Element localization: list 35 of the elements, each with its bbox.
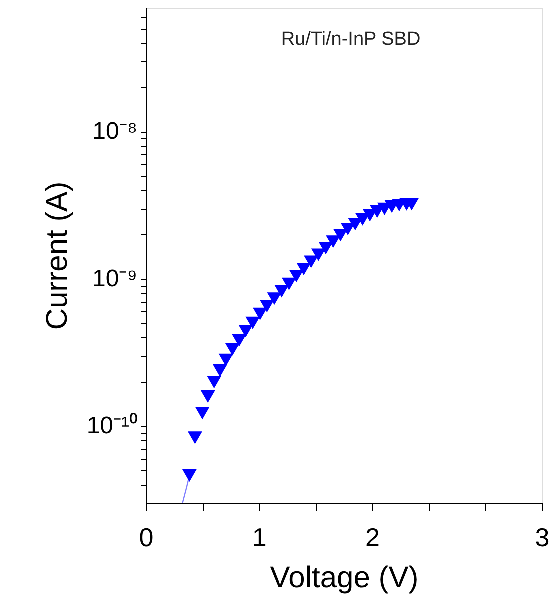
point (282, 278, 296, 290)
x-axis-title: Voltage (V) (270, 562, 419, 594)
point (195, 407, 210, 420)
point (340, 222, 356, 236)
x-tick-label: 1 (252, 522, 267, 552)
point (225, 343, 240, 356)
x-tick-label: 2 (366, 522, 380, 552)
point (212, 364, 228, 378)
point (188, 432, 202, 444)
point (333, 229, 348, 242)
point (326, 236, 341, 248)
point (267, 292, 282, 306)
y-axis-title: Current (A) (40, 182, 74, 330)
point (274, 285, 290, 298)
point (207, 376, 222, 389)
point (318, 242, 334, 255)
point (311, 248, 326, 262)
point (260, 300, 274, 313)
point (404, 198, 420, 211)
point (238, 324, 254, 338)
point (218, 354, 234, 366)
point (246, 316, 260, 330)
point (232, 334, 247, 347)
point (253, 308, 268, 320)
point (296, 262, 312, 276)
point (200, 390, 216, 404)
point (289, 270, 304, 283)
point (304, 256, 319, 268)
point (182, 469, 197, 482)
annotation: Ru/Ti/n-InP SBD (281, 29, 421, 50)
x-tick-label: 3 (535, 522, 550, 552)
y-tick-label: 10⁻¹⁰ (86, 412, 138, 440)
x-tick-label: 0 (139, 522, 154, 552)
y-tick-label: 10⁻⁸ (92, 118, 138, 146)
y-tick-label: 10⁻⁹ (92, 265, 138, 292)
